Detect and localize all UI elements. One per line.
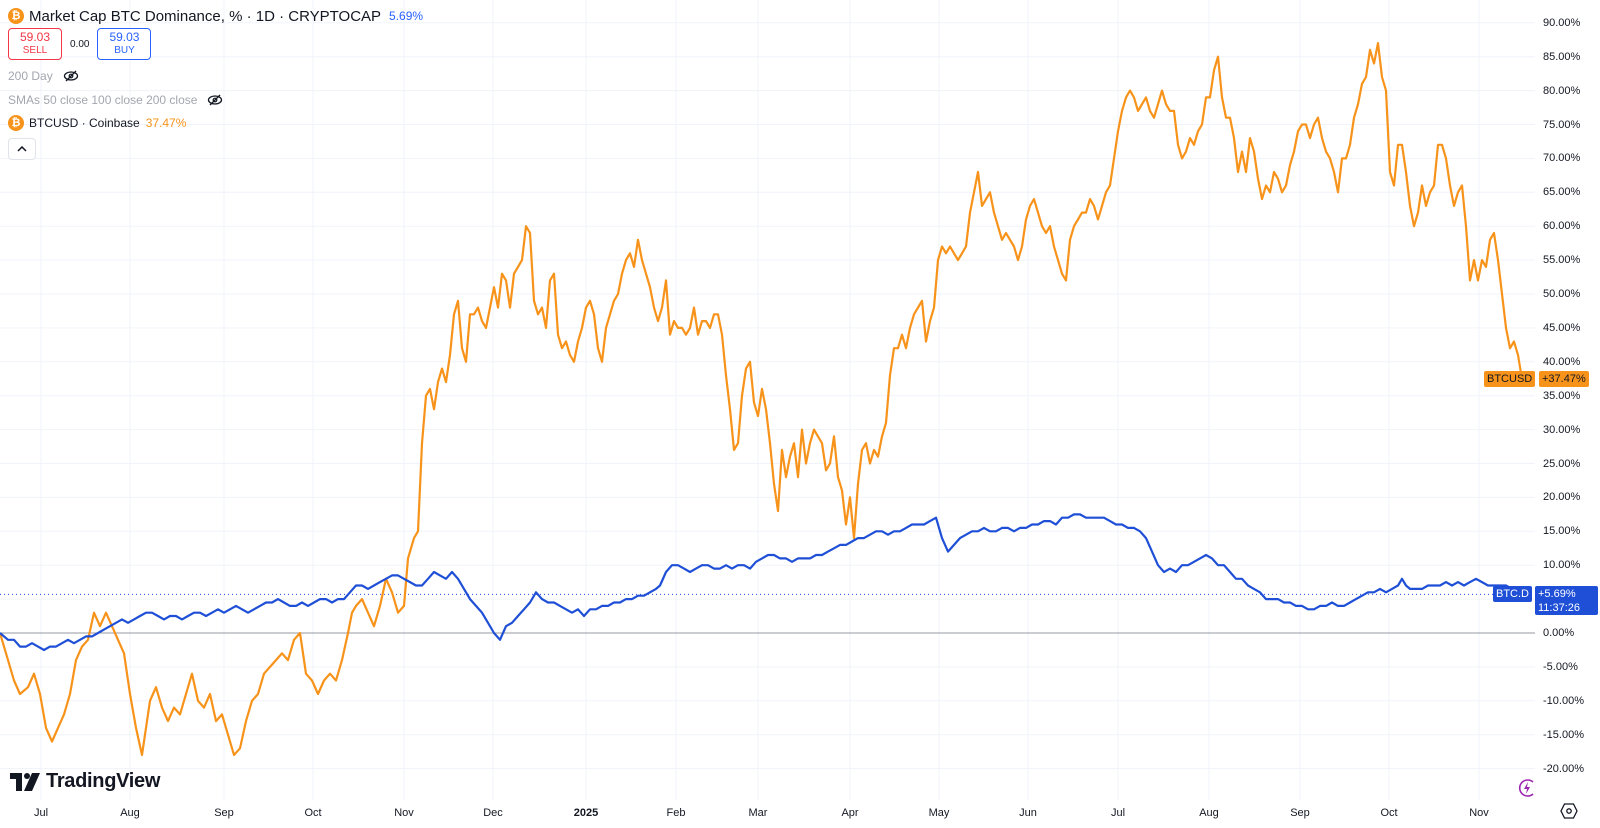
tradingview-logo-icon (10, 772, 40, 791)
bitcoin-icon: ₿ (8, 115, 24, 131)
x-tick-label: Apr (841, 807, 859, 819)
y-tick-label: 35.00% (1543, 389, 1581, 402)
eye-slash-icon[interactable] (207, 94, 223, 106)
x-tick-label: Dec (483, 807, 503, 819)
buy-price: 59.03 (109, 30, 140, 44)
y-tick-label: 10.00% (1543, 559, 1581, 572)
eye-slash-icon[interactable] (63, 70, 79, 82)
indicator-label: 200 Day (8, 69, 53, 83)
x-tick-label: Mar (748, 807, 768, 819)
buy-button[interactable]: 59.03 BUY (97, 28, 152, 60)
y-tick-label: 20.00% (1543, 491, 1581, 504)
y-tick-label: 55.00% (1543, 254, 1581, 267)
y-tick-label: -10.00% (1543, 694, 1584, 707)
trade-panel: 59.03 SELL 0.00 59.03 BUY (8, 28, 423, 60)
y-tick-label: 40.00% (1543, 355, 1581, 368)
y-tick-label: 60.00% (1543, 220, 1581, 233)
y-tick-label: 70.00% (1543, 152, 1581, 165)
indicator-label: SMAs 50 close 100 close 200 close (8, 93, 198, 107)
x-tick-label: Oct (304, 807, 322, 819)
y-tick-label: 85.00% (1543, 50, 1581, 63)
y-tick-label: 80.00% (1543, 84, 1581, 97)
main-series-header[interactable]: ₿ Market Cap BTC Dominance, % · 1D · CRY… (8, 6, 423, 26)
logo-text: TradingView (46, 770, 161, 792)
dominance-value: +5.69% (1538, 588, 1576, 601)
y-tick-label: 0.00% (1543, 627, 1575, 639)
settings-icon[interactable] (1560, 803, 1578, 819)
y-tick-label: 25.00% (1543, 457, 1581, 470)
sell-label: SELL (22, 45, 48, 56)
x-tick-label: Nov (1469, 807, 1489, 819)
x-tick-label: Oct (1380, 807, 1398, 819)
y-tick-label: 30.00% (1543, 423, 1581, 436)
chevron-up-icon (17, 146, 27, 152)
y-tick-label: 45.00% (1543, 321, 1581, 334)
sell-button[interactable]: 59.03 SELL (8, 28, 62, 60)
collapse-legend-button[interactable] (8, 138, 36, 160)
y-tick-label: -15.00% (1543, 728, 1584, 741)
btcusd-name-tag: BTCUSD (1484, 370, 1536, 387)
y-tick-label: -20.00% (1543, 762, 1584, 775)
btcusd-line (0, 41, 1524, 757)
y-tick-label: 15.00% (1543, 525, 1581, 538)
x-tick-label: Jul (1110, 807, 1126, 819)
bar-countdown: 11:37:26 (1538, 602, 1581, 615)
x-tick-label: Aug (1199, 807, 1219, 819)
y-tick-label: 65.00% (1543, 186, 1581, 199)
buy-label: BUY (114, 45, 135, 56)
x-tick-label: May (928, 807, 950, 819)
x-tick-label: Nov (394, 807, 414, 819)
x-tick-label: Sep (1290, 807, 1310, 819)
compare-series-label: BTCUSD · Coinbase (29, 116, 140, 130)
sell-price: 59.03 (19, 30, 51, 44)
y-tick-label: 90.00% (1543, 16, 1581, 29)
spread-value: 0.00 (70, 38, 90, 50)
y-tick-label: 75.00% (1543, 118, 1581, 131)
x-tick-label: Feb (666, 807, 686, 819)
y-tick-label: 50.00% (1543, 288, 1581, 300)
btcusd-value-tag: +37.47% (1539, 370, 1589, 387)
dominance-name-tag: BTC.D (1493, 586, 1532, 603)
x-tick-label: 2025 (573, 807, 599, 819)
btc-dominance-line (0, 513, 1519, 652)
chart-legend: ₿ Market Cap BTC Dominance, % · 1D · CRY… (8, 6, 423, 160)
x-tick-label: Jul (33, 807, 49, 819)
x-tick-label: Jun (1019, 807, 1037, 819)
symbol-change-value: 5.69% (389, 9, 424, 23)
y-tick-label: -5.00% (1543, 660, 1578, 673)
indicator-200-day[interactable]: 200 Day (8, 64, 423, 88)
compare-series-legend[interactable]: ₿ BTCUSD · Coinbase 37.47% (8, 112, 423, 134)
symbol-title[interactable]: Market Cap BTC Dominance, % · 1D · CRYPT… (29, 7, 382, 25)
indicator-smas[interactable]: SMAs 50 close 100 close 200 close (8, 88, 423, 112)
x-tick-label: Sep (214, 807, 234, 819)
compare-series-value: 37.47% (145, 116, 187, 130)
tradingview-logo[interactable]: TradingView (10, 770, 160, 793)
lightning-icon[interactable] (1517, 778, 1537, 798)
bitcoin-icon: ₿ (8, 8, 24, 24)
x-tick-label: Aug (120, 807, 140, 819)
dominance-value-tag: +5.69% 11:37:26 (1535, 586, 1598, 616)
